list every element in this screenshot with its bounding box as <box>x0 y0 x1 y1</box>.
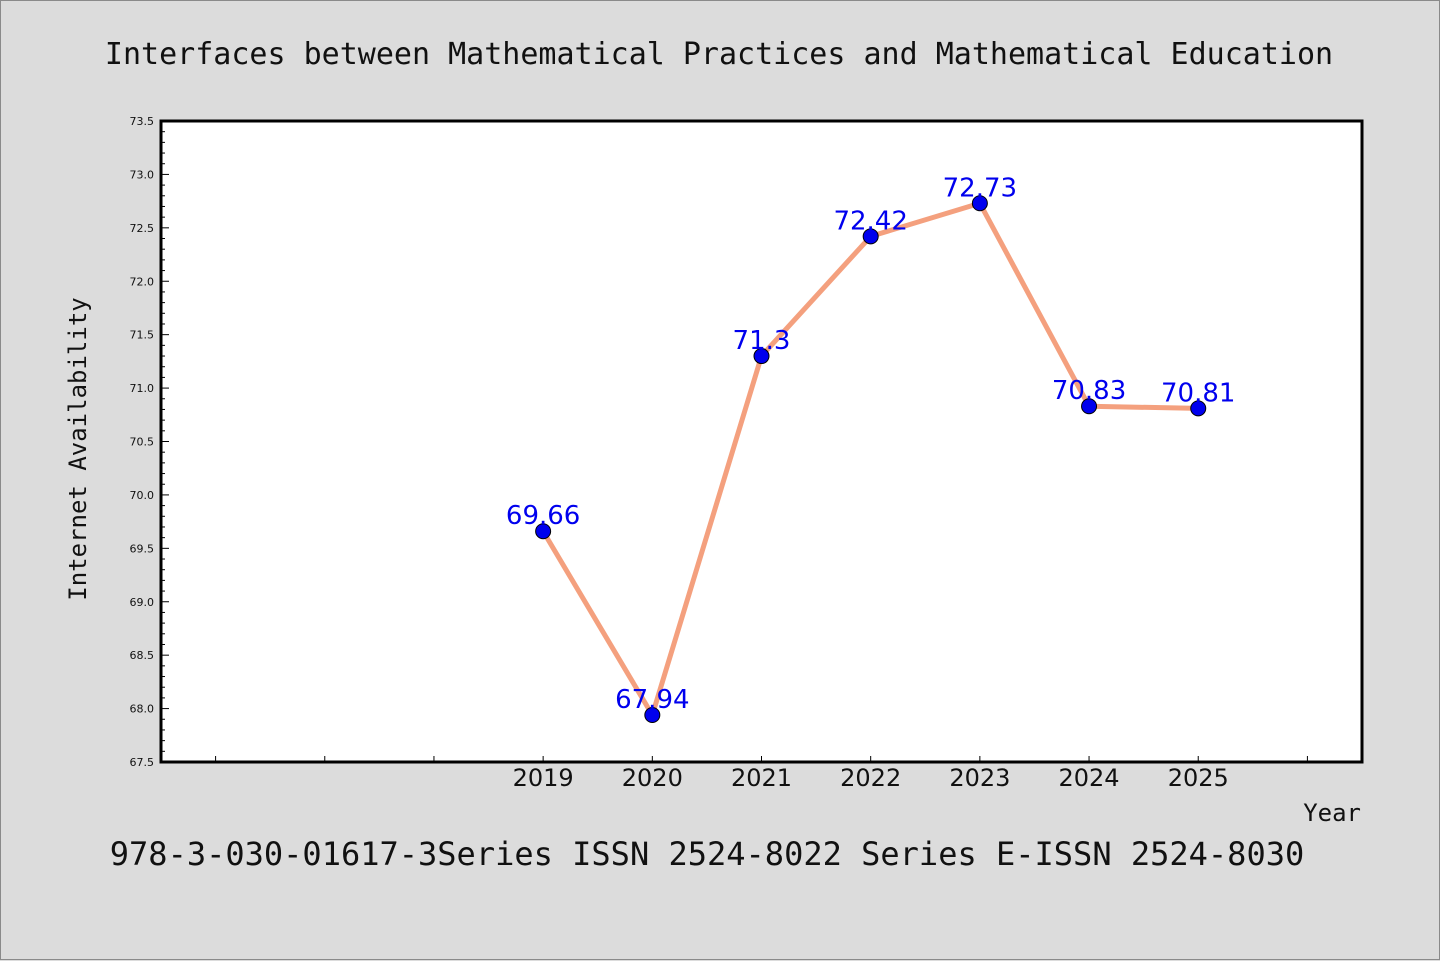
y-tick-label: 67.5 <box>130 756 155 769</box>
x-tick-label: 2020 <box>622 764 683 792</box>
y-tick-label: 68.5 <box>130 649 155 662</box>
y-tick-label: 70.5 <box>130 436 155 449</box>
y-tick-label: 73.5 <box>130 115 155 128</box>
y-tick-label: 72.0 <box>130 275 155 288</box>
data-label: 70.83 <box>1052 376 1126 406</box>
data-label: 69.66 <box>506 501 580 531</box>
data-point <box>753 348 770 365</box>
data-point <box>1190 400 1207 417</box>
x-tick-label: 2022 <box>840 764 901 792</box>
y-tick-label: 69.5 <box>130 542 155 555</box>
x-axis-ticks: 2019 2020 2021 2022 2023 2024 2025 <box>215 756 1308 792</box>
data-label: 72.73 <box>943 173 1017 203</box>
data-point <box>644 706 661 723</box>
data-label: 67.94 <box>615 685 689 715</box>
plot-area <box>159 119 1364 764</box>
y-tick-label: 69.0 <box>130 596 155 609</box>
y-tick-label: 73.0 <box>130 168 155 181</box>
data-point <box>971 195 988 212</box>
y-tick-label: 70.0 <box>130 489 155 502</box>
chart-title: Interfaces between Mathematical Practice… <box>105 37 1333 72</box>
x-axis-label: Year <box>1303 799 1361 827</box>
data-point <box>1081 398 1098 415</box>
x-tick-label: 2024 <box>1059 764 1120 792</box>
x-tick-label: 2019 <box>513 764 574 792</box>
data-label: 72.42 <box>833 206 907 236</box>
y-tick-label: 68.0 <box>130 703 155 716</box>
y-axis-label: Internet Availability <box>64 297 92 600</box>
data-point <box>535 523 552 540</box>
series-group: 69.66 67.94 71.3 72.42 72.73 70.83 70.81 <box>506 173 1235 723</box>
data-label: 71.3 <box>733 326 791 356</box>
y-tick-label: 71.0 <box>130 382 155 395</box>
data-point <box>862 228 879 245</box>
y-tick-label: 71.5 <box>130 329 155 342</box>
x-tick-label: 2021 <box>731 764 792 792</box>
y-axis-ticks: 67.5 68.0 68.5 69.0 69.5 70.0 70.5 71.0 71.5 72.0… <box>130 115 169 769</box>
x-tick-label: 2023 <box>949 764 1010 792</box>
chart-footer: 978-3-030-01617-3Series ISSN 2524-8022 S… <box>110 835 1304 873</box>
x-tick-label: 2025 <box>1168 764 1229 792</box>
data-label: 70.81 <box>1161 378 1235 408</box>
y-tick-label: 72.5 <box>130 222 155 235</box>
